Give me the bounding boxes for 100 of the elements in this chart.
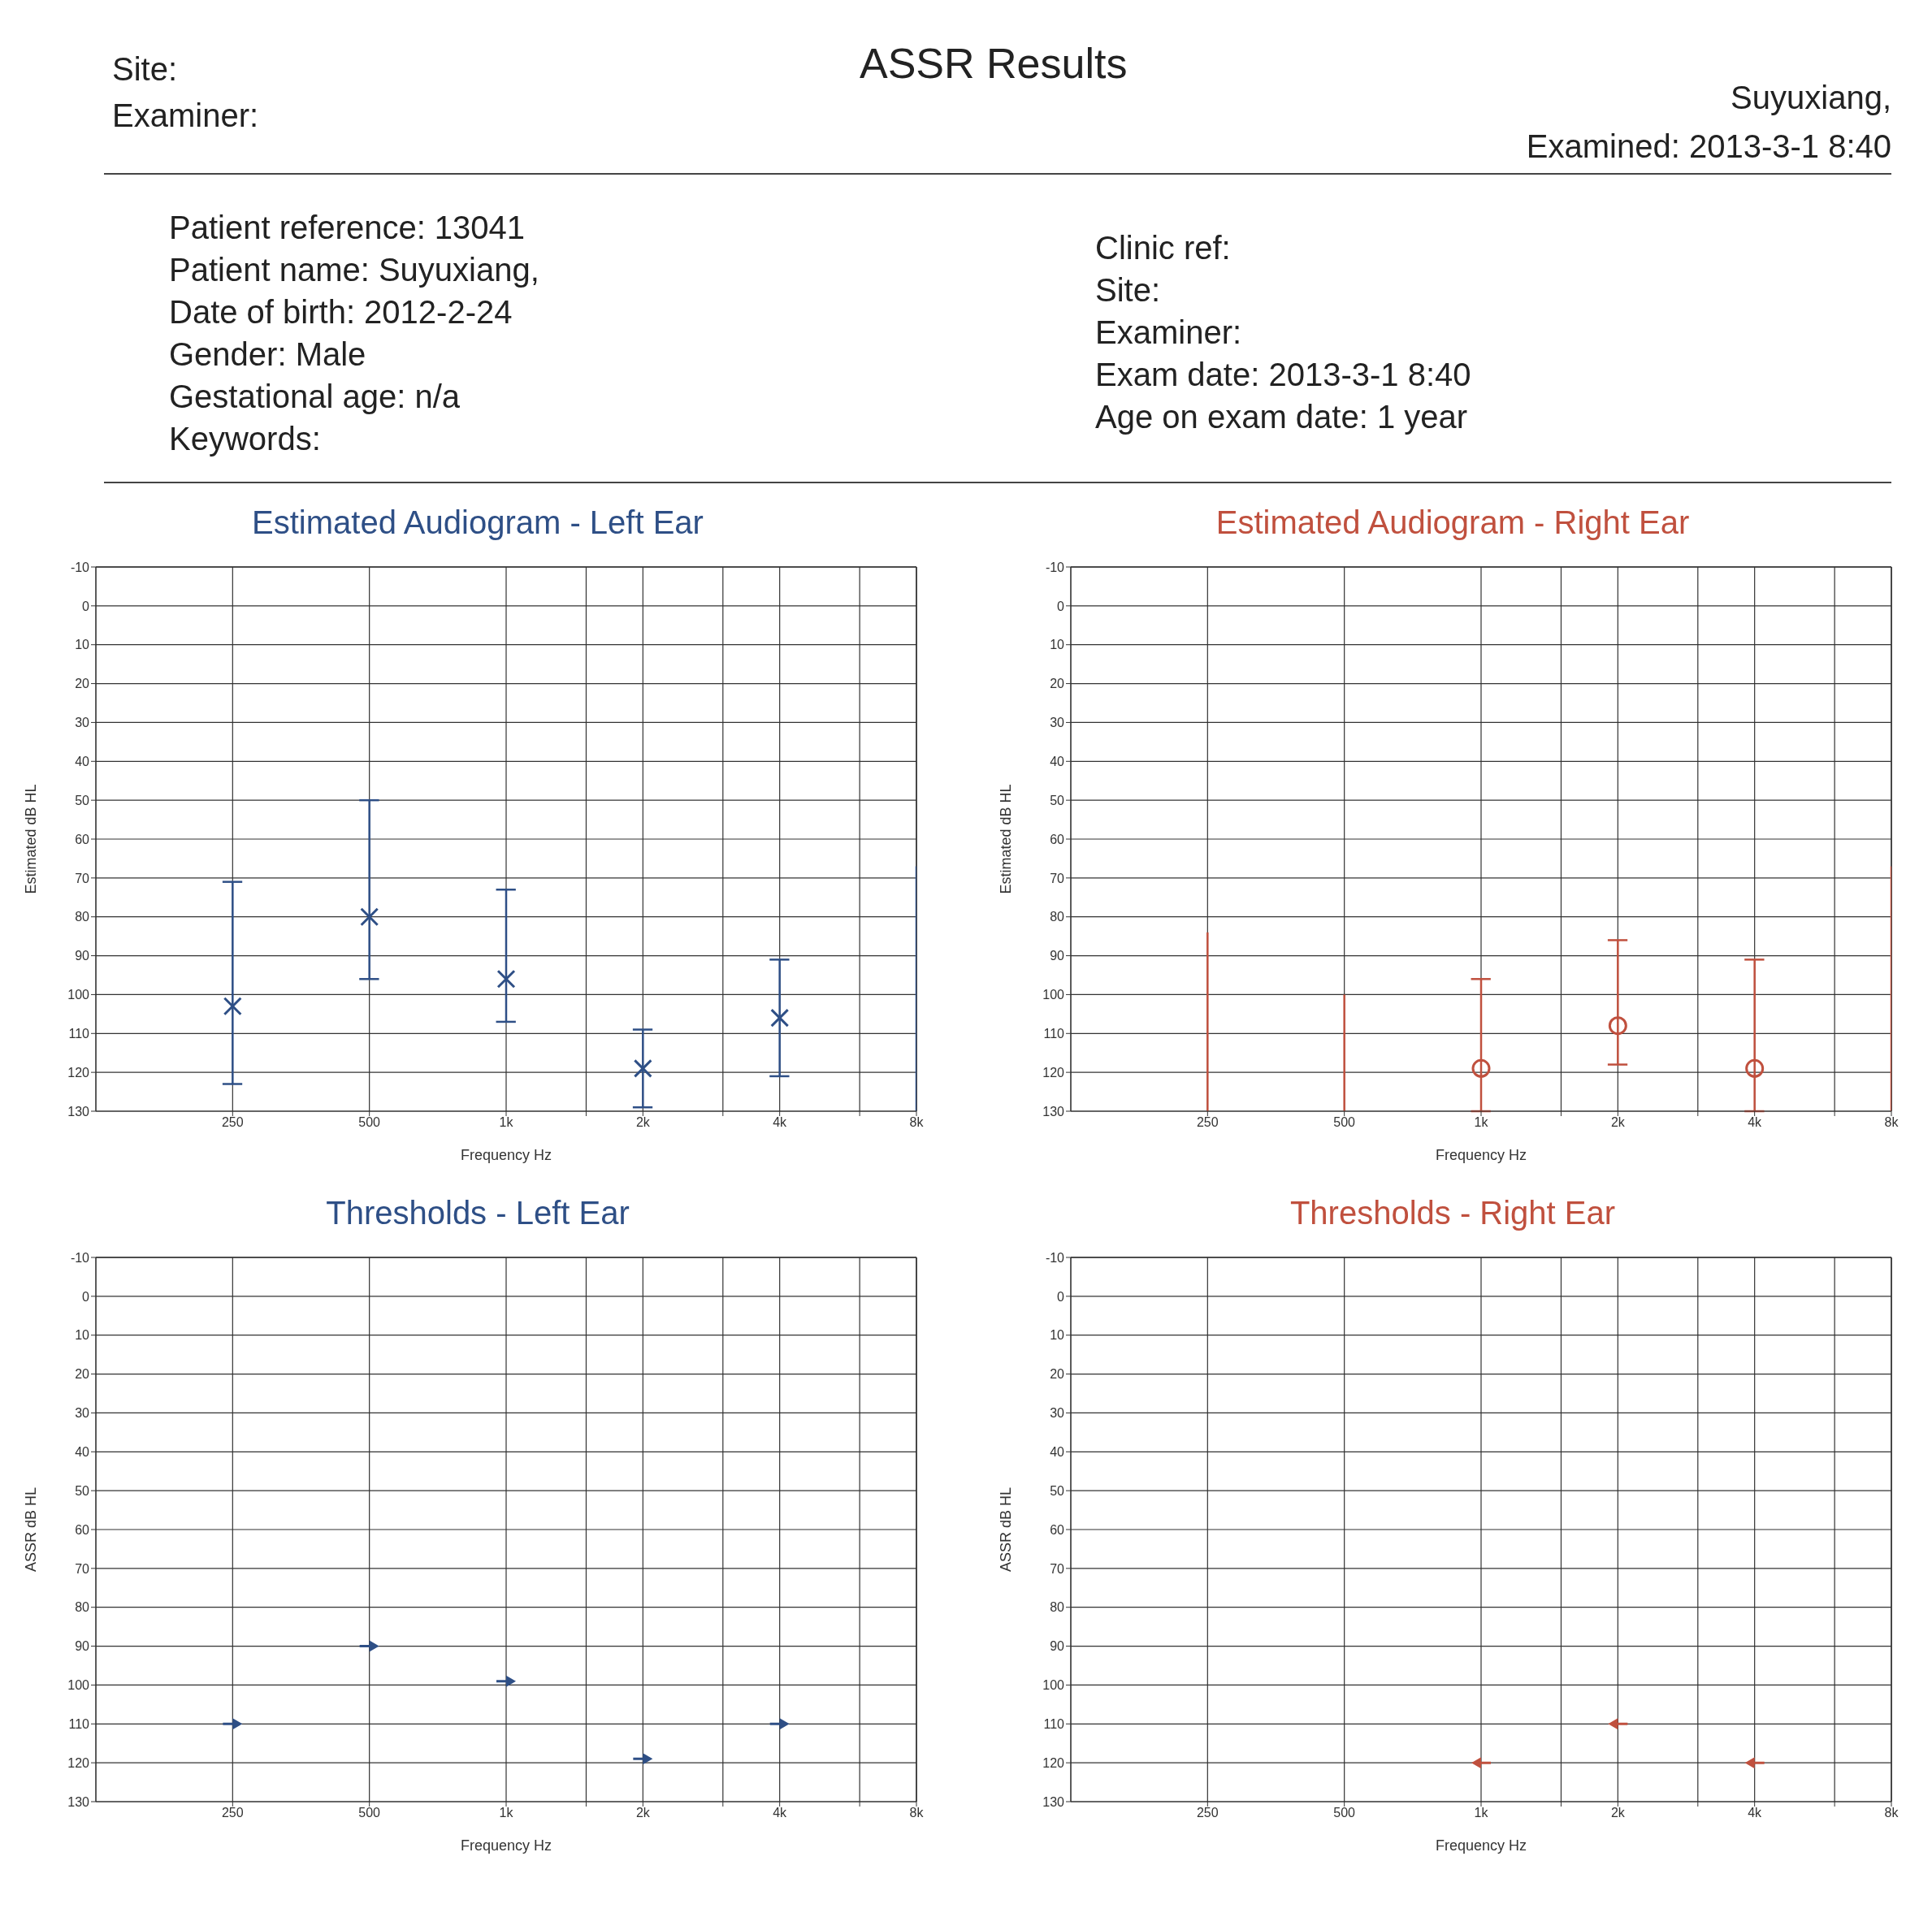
y-tick-label: 90 — [75, 949, 90, 963]
x-tick-label: 500 — [358, 1806, 381, 1820]
x-tick-label: 1k — [1474, 1115, 1489, 1130]
y-tick-label: -10 — [1045, 560, 1065, 574]
y-tick-label: 90 — [1050, 949, 1065, 963]
chart-title: Thresholds - Left Ear — [325, 1194, 630, 1232]
y-tick-label: 70 — [1050, 1561, 1065, 1576]
y-tick-label: 0 — [1057, 599, 1065, 613]
x-tick-label: 1k — [1474, 1806, 1489, 1820]
y-tick-label: 120 — [67, 1755, 90, 1770]
y-tick-label: 110 — [68, 1026, 90, 1041]
x-tick-label: 1k — [499, 1115, 514, 1130]
y-tick-label: 50 — [75, 793, 90, 807]
y-tick-label: -10 — [70, 1250, 90, 1265]
y-axis-title: Estimated dB HL — [23, 784, 40, 894]
text: Date of birth: 2012-2-24 — [169, 294, 513, 331]
text: Site: — [112, 51, 178, 88]
x-tick-label: 8k — [1884, 1806, 1900, 1820]
y-tick-label: 50 — [1050, 1483, 1065, 1498]
x-tick-label: 8k — [1884, 1115, 1900, 1130]
y-tick-label: 50 — [1050, 793, 1065, 807]
text: Gender: Male — [169, 336, 366, 373]
x-tick-label: 250 — [221, 1115, 244, 1130]
y-tick-label: 20 — [1050, 677, 1065, 691]
x-axis-title: Frequency Hz — [1435, 1837, 1527, 1854]
y-axis-title: ASSR dB HL — [998, 1486, 1015, 1573]
y-tick-label: 30 — [75, 1406, 90, 1421]
y-tick-label: 100 — [1042, 988, 1065, 1002]
y-tick-label: 0 — [82, 1289, 90, 1304]
x-tick-label: 500 — [358, 1115, 381, 1130]
y-tick-label: 30 — [1050, 1406, 1065, 1421]
x-tick-label: 250 — [1196, 1806, 1219, 1820]
text: Patient reference: 13041 — [169, 210, 526, 246]
y-tick-label: 100 — [1042, 1678, 1065, 1693]
text: Clinic ref: — [1095, 230, 1231, 266]
y-tick-label: -10 — [1045, 1250, 1065, 1265]
y-tick-label: 60 — [75, 1522, 90, 1537]
y-tick-label: 130 — [1042, 1104, 1065, 1119]
x-axis-title: Frequency Hz — [1435, 1147, 1527, 1163]
x-tick-label: 1k — [499, 1806, 514, 1820]
text: Keywords: — [169, 421, 321, 457]
y-tick-label: 130 — [67, 1104, 90, 1119]
text: Age on exam date: 1 year — [1095, 399, 1468, 435]
chart-title: Estimated Audiogram - Right Ear — [1215, 504, 1691, 542]
y-tick-label: 40 — [1050, 754, 1065, 768]
y-tick-label: 80 — [1050, 1600, 1065, 1615]
y-tick-label: 70 — [75, 871, 90, 885]
text: Exam date: 2013-3-1 8:40 — [1095, 357, 1471, 393]
y-tick-label: 20 — [75, 677, 90, 691]
x-tick-label: 250 — [221, 1806, 244, 1820]
y-tick-label: 80 — [75, 1600, 90, 1615]
y-tick-label: 20 — [75, 1367, 90, 1382]
x-tick-label: 2k — [635, 1806, 651, 1820]
y-tick-label: 110 — [68, 1716, 90, 1731]
y-tick-label: 40 — [75, 754, 90, 768]
text: Examiner: — [112, 97, 259, 134]
y-tick-label: 40 — [1050, 1444, 1065, 1459]
x-tick-label: 8k — [909, 1115, 925, 1130]
y-tick-label: 70 — [75, 1561, 90, 1576]
y-tick-label: 10 — [1050, 638, 1065, 652]
x-tick-label: 2k — [1610, 1115, 1626, 1130]
x-tick-label: 4k — [1748, 1806, 1763, 1820]
y-tick-label: 60 — [1050, 1522, 1065, 1537]
text: Examined: 2013-3-1 8:40 — [1526, 128, 1891, 165]
y-tick-label: 70 — [1050, 871, 1065, 885]
y-tick-label: 0 — [82, 599, 90, 613]
y-tick-label: -10 — [70, 560, 90, 574]
y-tick-label: 90 — [75, 1639, 90, 1654]
chart-title: Thresholds - Right Ear — [1289, 1194, 1617, 1232]
y-tick-label: 80 — [1050, 910, 1065, 924]
y-tick-label: 90 — [1050, 1639, 1065, 1654]
y-axis-title: ASSR dB HL — [23, 1486, 40, 1573]
text: ASSR Results — [860, 39, 1128, 88]
text: Patient name: Suyuxiang, — [169, 252, 539, 288]
y-tick-label: 30 — [1050, 716, 1065, 730]
text: Examiner: — [1095, 314, 1242, 351]
text: Site: — [1095, 272, 1161, 309]
y-tick-label: 0 — [1057, 1289, 1065, 1304]
y-tick-label: 10 — [75, 638, 90, 652]
x-tick-label: 2k — [635, 1115, 651, 1130]
x-tick-label: 500 — [1333, 1115, 1356, 1130]
x-tick-label: 4k — [773, 1806, 788, 1820]
y-tick-label: 100 — [67, 1678, 90, 1693]
x-tick-label: 8k — [909, 1806, 925, 1820]
y-tick-label: 60 — [1050, 832, 1065, 846]
x-axis-title: Frequency Hz — [460, 1147, 552, 1163]
y-tick-label: 130 — [67, 1794, 90, 1809]
y-tick-label: 120 — [1042, 1065, 1065, 1080]
x-tick-label: 4k — [773, 1115, 788, 1130]
y-tick-label: 110 — [1043, 1026, 1065, 1041]
text: Gestational age: n/a — [169, 379, 461, 415]
y-tick-label: 80 — [75, 910, 90, 924]
y-tick-label: 120 — [1042, 1755, 1065, 1770]
y-tick-label: 130 — [1042, 1794, 1065, 1809]
y-tick-label: 20 — [1050, 1367, 1065, 1382]
x-tick-label: 250 — [1196, 1115, 1219, 1130]
y-tick-label: 50 — [75, 1483, 90, 1498]
y-tick-label: 60 — [75, 832, 90, 846]
y-tick-label: 10 — [1050, 1328, 1065, 1343]
y-tick-label: 30 — [75, 716, 90, 730]
